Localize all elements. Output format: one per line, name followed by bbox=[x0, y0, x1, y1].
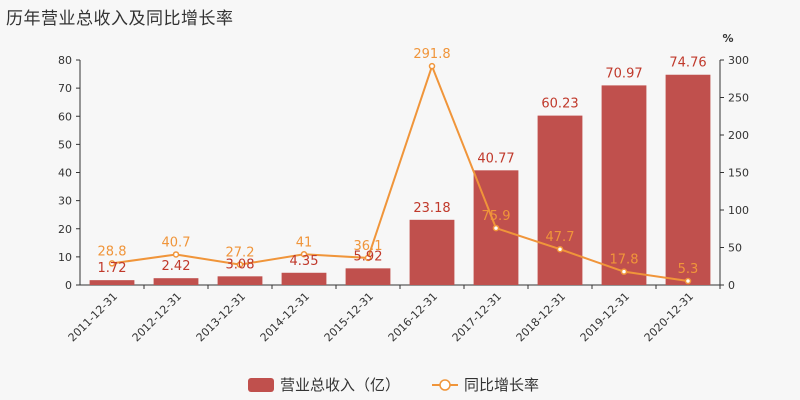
growth-point bbox=[108, 260, 116, 267]
y-left-tick-label: 0 bbox=[65, 279, 72, 292]
legend-revenue-label[interactable]: 营业总收入（亿） bbox=[280, 376, 400, 394]
legend-revenue-swatch[interactable] bbox=[248, 378, 274, 392]
y-left-tick-label: 10 bbox=[58, 251, 72, 264]
bar-value-label: 70.97 bbox=[605, 66, 642, 81]
x-tick-label: 2015-12-31 bbox=[322, 290, 376, 344]
growth-point bbox=[556, 245, 564, 253]
y-right-tick-label: 300 bbox=[728, 54, 749, 67]
y-left-tick-label: 70 bbox=[58, 82, 72, 95]
bar-value-label: 3.08 bbox=[226, 257, 255, 272]
legend[interactable]: 营业总收入（亿） 同比增长率 bbox=[248, 376, 539, 394]
bar-value-label: 2.42 bbox=[162, 259, 191, 274]
growth-value-label: 36.1 bbox=[354, 239, 383, 254]
y-right-tick-label: 50 bbox=[728, 242, 742, 255]
growth-point bbox=[620, 268, 628, 275]
x-tick-label: 2019-12-31 bbox=[578, 290, 632, 344]
y-left-tick-label: 80 bbox=[58, 54, 72, 67]
x-tick-label: 2011-12-31 bbox=[66, 290, 120, 344]
growth-point bbox=[364, 254, 372, 262]
x-tick-label: 2020-12-31 bbox=[642, 290, 696, 344]
growth-value-label: 47.7 bbox=[546, 230, 575, 245]
data-labels: 1.72 2.42 3.08 4.35 5.92 23.18 40.77 60.23 70.97… bbox=[98, 47, 707, 277]
chart-title: 历年营业总收入及同比增长率 bbox=[6, 9, 234, 29]
growth-point bbox=[236, 261, 244, 268]
growth-value-label: 17.8 bbox=[610, 253, 639, 268]
bar bbox=[153, 278, 199, 285]
y-right-tick-label: 200 bbox=[728, 129, 749, 142]
growth-line bbox=[108, 62, 692, 285]
x-tick-label: 2014-12-31 bbox=[258, 290, 312, 344]
growth-point bbox=[300, 251, 308, 258]
growth-point bbox=[428, 62, 436, 70]
bar bbox=[665, 74, 711, 285]
bar bbox=[345, 268, 391, 285]
x-tick-label: 2013-12-31 bbox=[194, 290, 248, 344]
bar-value-label: 4.35 bbox=[290, 254, 319, 269]
y-left-tick-label: 60 bbox=[58, 110, 72, 123]
bar bbox=[537, 115, 583, 286]
bar bbox=[281, 272, 327, 285]
growth-value-label: 41 bbox=[296, 235, 313, 250]
bar-value-label: 74.76 bbox=[669, 56, 706, 71]
y-left-tick-label: 30 bbox=[58, 195, 72, 208]
bars bbox=[89, 74, 711, 286]
x-tick-label: 2016-12-31 bbox=[386, 290, 440, 344]
bar-value-label: 60.23 bbox=[541, 97, 578, 112]
growth-value-label: 27.2 bbox=[226, 246, 255, 261]
growth-value-label: 5.3 bbox=[678, 262, 699, 277]
bar bbox=[217, 276, 263, 285]
bar bbox=[601, 85, 647, 285]
x-tick-label: 2018-12-31 bbox=[514, 290, 568, 344]
x-tick-label: 2012-12-31 bbox=[130, 290, 184, 344]
bar bbox=[89, 280, 135, 285]
y-left-tick-label: 40 bbox=[58, 167, 72, 180]
y-right-tick-label: 100 bbox=[728, 204, 749, 217]
growth-point bbox=[172, 251, 180, 258]
legend-growth-label[interactable]: 同比增长率 bbox=[464, 376, 539, 394]
y-right-tick-label: 250 bbox=[728, 92, 749, 105]
growth-value-label: 291.8 bbox=[413, 47, 450, 62]
x-tick-label: 2017-12-31 bbox=[450, 290, 504, 344]
y-right-tick-label: 0 bbox=[728, 279, 735, 292]
growth-line-path bbox=[111, 63, 689, 283]
growth-value-label: 40.7 bbox=[162, 235, 191, 250]
growth-value-label: 75.9 bbox=[482, 209, 511, 224]
y-right-tick-label: 150 bbox=[728, 167, 749, 180]
y-left-tick-label: 50 bbox=[58, 138, 72, 151]
bar-value-label: 23.18 bbox=[413, 201, 450, 216]
bar-value-label: 5.92 bbox=[354, 249, 383, 264]
legend-growth-marker[interactable] bbox=[439, 379, 451, 391]
bar-value-label: 1.72 bbox=[98, 261, 127, 276]
y-right-unit: % bbox=[722, 32, 733, 45]
y-left-tick-label: 20 bbox=[58, 223, 72, 236]
bar-value-label: 40.77 bbox=[477, 151, 514, 166]
bar bbox=[409, 219, 455, 285]
growth-point bbox=[684, 277, 692, 285]
growth-value-label: 28.8 bbox=[98, 244, 127, 259]
growth-point bbox=[492, 224, 500, 232]
